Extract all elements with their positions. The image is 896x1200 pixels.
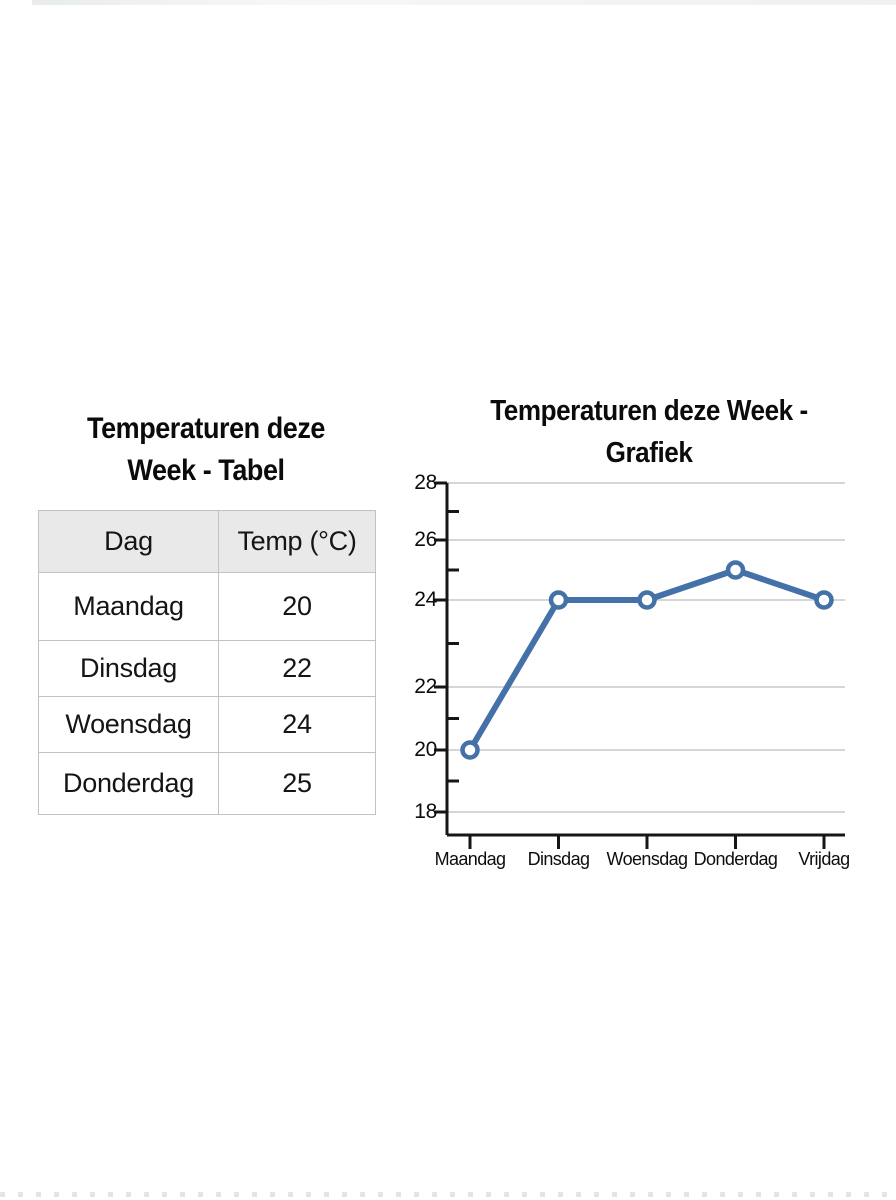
table-cell-day: Woensdag — [38, 696, 219, 753]
table-header-row: Dag Temp (°C) — [38, 510, 376, 573]
data-point-marker-dinsdag — [548, 590, 569, 610]
table-title-line2: Week - Tabel — [127, 454, 285, 487]
top-edge-artifact-strip — [32, 0, 896, 5]
x-axis-tick-label: Woensdag — [606, 849, 689, 869]
table-cell-day: Dinsdag — [38, 640, 219, 697]
x-axis-tick-label: Dinsdag — [527, 849, 590, 869]
x-axis-tick-label: Vrijdag — [798, 849, 850, 869]
table-header-temp: Temp (°C) — [218, 510, 376, 573]
chart-canvas — [434, 481, 845, 849]
data-point-marker-maandag — [460, 740, 480, 760]
table-cell-temp: 24 — [218, 696, 376, 753]
x-axis-tick-label: Donderdag — [693, 849, 778, 869]
table-cell-temp: 25 — [218, 752, 376, 815]
x-axis-tick-label: Maandag — [434, 849, 506, 869]
table-header-dag: Dag — [38, 510, 219, 573]
line-chart: 18 20 22 24 26 28 Maandag Dinsdag Woensdag Donder… — [380, 470, 896, 890]
y-axis-tick-label: 26 — [414, 528, 437, 551]
table-cell-temp: 22 — [218, 640, 376, 697]
y-axis-tick-label: 24 — [414, 588, 437, 611]
bottom-edge-artifact-strip — [0, 1192, 896, 1197]
chart-title-line2: Grafiek — [605, 437, 693, 469]
table-row: Donderdag 25 — [38, 752, 376, 815]
table-row: Dinsdag 22 — [38, 640, 376, 697]
data-point-marker-donderdag — [725, 560, 746, 580]
table-row: Woensdag 24 — [38, 696, 376, 753]
table-cell-day: Maandag — [38, 572, 219, 641]
temperature-table: Dag Temp (°C) Maandag 20 Dinsdag 22 Woen… — [38, 510, 376, 815]
data-point-marker-vrijdag — [814, 590, 834, 610]
y-axis-tick-label: 22 — [414, 675, 437, 698]
table-title-line1: Temperaturen deze — [87, 412, 325, 445]
y-axis-tick-label: 28 — [414, 471, 437, 494]
table-cell-day: Donderdag — [38, 752, 219, 815]
y-axis-tick-label: 20 — [414, 738, 437, 761]
table-row: Maandag 20 — [38, 572, 376, 641]
chart-title-line1: Temperaturen deze Week - — [490, 395, 808, 427]
table-title: Temperaturen deze Week - Tabel — [0, 408, 429, 492]
y-axis-tick-label: 18 — [414, 800, 437, 823]
data-point-marker-woensdag — [637, 590, 657, 610]
table-cell-temp: 20 — [218, 572, 376, 641]
chart-title: Temperaturen deze Week - Grafiek — [427, 390, 872, 474]
